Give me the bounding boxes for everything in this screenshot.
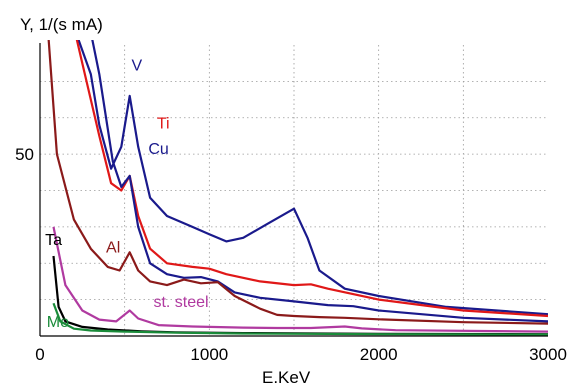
y-axis-title: Y, 1/(s mA) [20,15,103,34]
y-tick-label: 50 [15,145,34,164]
series-lines [47,40,548,336]
grid [40,45,548,336]
x-tick-label: 0 [35,345,44,364]
series-line [91,40,548,323]
axes [39,43,548,337]
series-labels: V Ti Cu Al st. steel Ta Mo [45,57,209,330]
series-label: V [131,57,142,74]
series-label: st. steel [153,294,208,311]
series-line [52,226,548,333]
x-tick-label: 1000 [190,345,228,364]
x-axis-title: E.KeV [262,368,311,387]
series-line [52,302,548,336]
series-line [47,40,548,325]
series-label: Mo [47,314,69,331]
series-label: Al [106,239,120,256]
series-label: Cu [148,141,168,158]
series-line [77,40,548,316]
series-label: Ti [157,116,170,133]
series-line [75,40,548,318]
series-label: Ta [45,232,62,249]
tick-labels: 0 1000 2000 3000 50 [15,145,567,364]
x-tick-label: 3000 [529,345,567,364]
x-tick-label: 2000 [360,345,398,364]
